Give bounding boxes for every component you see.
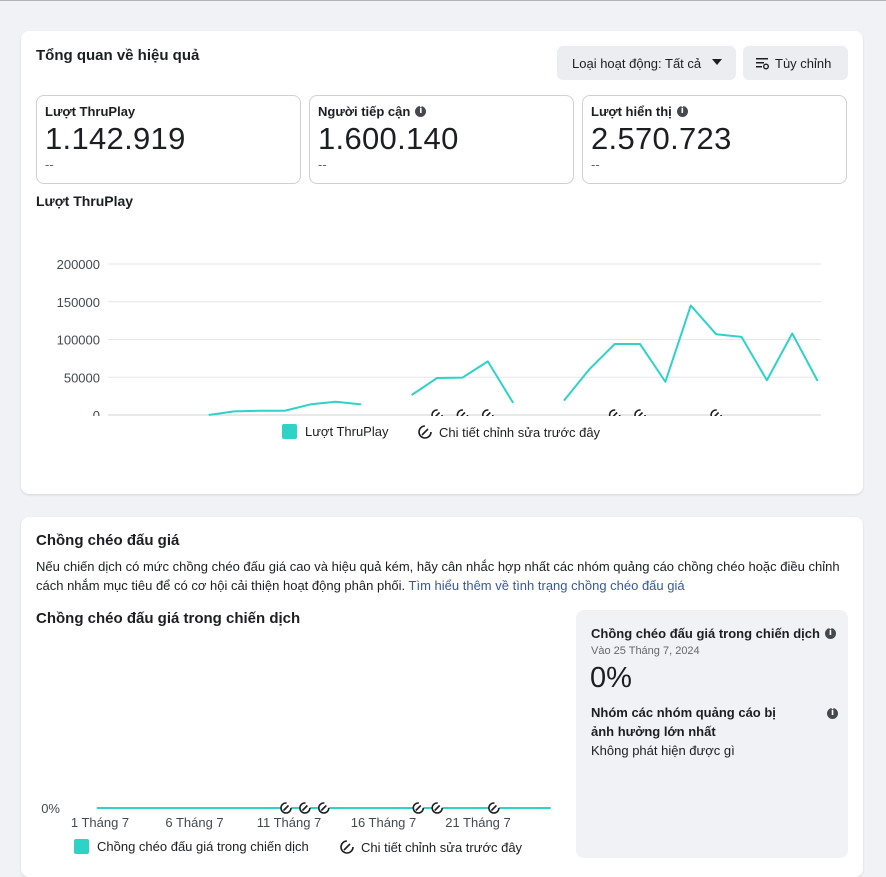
- activity-type-label: Loại hoạt động: Tất cả: [572, 55, 702, 71]
- info-icon[interactable]: i: [676, 106, 688, 117]
- overlap-chart-title: Chồng chéo đấu giá trong chiến dịch: [36, 610, 301, 627]
- metric-value: 2.570.723: [591, 121, 732, 156]
- x-tick-label: 6 Tháng 7: [165, 815, 223, 830]
- edit-marker-icon: [488, 802, 500, 814]
- chart-legend-series[interactable]: Lượt ThruPlay: [282, 424, 388, 439]
- edit-history-icon: [418, 425, 432, 439]
- metric-delta: --: [591, 157, 600, 172]
- legend-swatch: [282, 424, 297, 439]
- y-tick-label: 0: [93, 408, 100, 416]
- edit-marker-icon: [299, 802, 311, 814]
- edit-marker-icon: [608, 409, 621, 416]
- metric-label: Lượt hiển thị i: [591, 104, 838, 119]
- activity-type-dropdown[interactable]: Loại hoạt động: Tất cả: [557, 46, 736, 80]
- legend-swatch: [74, 839, 89, 854]
- y-tick-label: 50000: [64, 370, 100, 385]
- top-divider: [0, 0, 886, 1]
- metric-card-impressions[interactable]: Lượt hiển thị i 2.570.723 --: [582, 95, 847, 184]
- x-tick-label: 21 Tháng 7: [445, 815, 511, 830]
- metric-card-thruplay[interactable]: Lượt ThruPlay 1.142.919 --: [36, 95, 301, 184]
- metric-card-reach[interactable]: Người tiếp cận i 1.600.140 --: [309, 95, 574, 184]
- info-icon[interactable]: i: [415, 106, 427, 117]
- edit-marker-icon: [634, 409, 646, 416]
- y-tick-label: 0%: [41, 801, 60, 816]
- info-icon[interactable]: i: [824, 628, 836, 639]
- metric-delta: --: [45, 157, 54, 172]
- metric-value: 1.142.919: [45, 121, 186, 156]
- edit-marker-icon: [456, 409, 469, 416]
- y-tick-label: 200000: [57, 257, 100, 272]
- edit-marker-icon: [412, 802, 425, 814]
- edit-marker-icon: [280, 802, 292, 814]
- edit-marker-icon: [317, 802, 330, 814]
- customize-label: Tùy chỉnh: [775, 55, 832, 71]
- y-tick-label: 100000: [57, 333, 100, 348]
- info-icon[interactable]: i: [827, 708, 838, 719]
- edit-marker-icon: [710, 409, 722, 416]
- legend-label: Chi tiết chỉnh sửa trước đây: [439, 424, 601, 440]
- x-tick-label: 11 Tháng 7: [257, 815, 322, 830]
- overlap-line-chart: 0% 1 Tháng 7 6 Tháng 7 11 Tháng 7 16 Tháng 7…: [41, 801, 551, 830]
- learn-more-link[interactable]: Tìm hiểu thêm về tình trạng chồng chéo đ…: [408, 578, 685, 593]
- overlap-legend-edits[interactable]: Chi tiết chỉnh sửa trước đây: [339, 839, 522, 855]
- overlap-description: Nếu chiến dịch có mức chồng chéo đấu giá…: [36, 557, 848, 595]
- edit-marker-icon: [431, 802, 444, 814]
- metric-label: Lượt ThruPlay: [45, 104, 136, 119]
- edit-marker-icon: [482, 409, 494, 416]
- auction-overlap-card: Chồng chéo đấu giá Nếu chiến dịch có mức…: [21, 517, 863, 877]
- customize-button[interactable]: Tùy chỉnh: [743, 46, 848, 80]
- metric-value: 1.600.140: [318, 121, 459, 156]
- overlap-summary-panel: Chồng chéo đấu giá trong chiến dịch i Vào…: [576, 610, 848, 858]
- panel-title: Chồng chéo đấu giá trong chiến dịch i: [591, 626, 836, 641]
- description-text: Nếu chiến dịch có mức chồng chéo đấu giá…: [36, 559, 840, 593]
- metric-delta: --: [318, 157, 327, 172]
- series-line: [208, 400, 362, 416]
- series-line: [563, 304, 819, 402]
- legend-label: Chồng chéo đấu giá trong chiến dịch: [97, 839, 309, 854]
- series-line: [411, 360, 515, 404]
- x-tick-label: 1 Tháng 7: [71, 815, 129, 830]
- performance-overview-card: Tổng quan về hiệu quả Loại hoạt động: Tấ…: [21, 31, 863, 494]
- panel-value: 0%: [590, 662, 632, 694]
- thruplay-line-chart: 0500001000001500002000001 Tháng 78 Tháng…: [57, 257, 821, 416]
- performance-title: Tổng quan về hiệu quả: [36, 47, 200, 64]
- chart-title: Lượt ThruPlay: [36, 193, 134, 209]
- y-tick-label: 150000: [57, 295, 100, 310]
- panel-date: Vào 25 Tháng 7, 2024: [591, 645, 700, 657]
- overlap-legend-series[interactable]: Chồng chéo đấu giá trong chiến dịch: [74, 839, 309, 854]
- chart-legend-edits[interactable]: Chi tiết chỉnh sửa trước đây: [417, 424, 600, 440]
- panel-none-text: Không phát hiện được gì: [591, 743, 735, 758]
- edit-history-icon: [340, 840, 354, 854]
- panel-subtitle: Nhóm các nhóm quảng cáo bị ảnh hưởng lớn…: [591, 705, 776, 739]
- metric-label: Người tiếp cận i: [318, 104, 565, 119]
- edit-marker-icon: [431, 409, 443, 416]
- x-tick-label: 16 Tháng 7: [351, 815, 417, 830]
- overlap-title: Chồng chéo đấu giá: [36, 532, 180, 549]
- legend-label: Chi tiết chỉnh sửa trước đây: [361, 839, 523, 855]
- settings-sliders-icon: [756, 58, 769, 70]
- caret-down-icon: [712, 59, 722, 65]
- legend-label: Lượt ThruPlay: [305, 424, 389, 439]
